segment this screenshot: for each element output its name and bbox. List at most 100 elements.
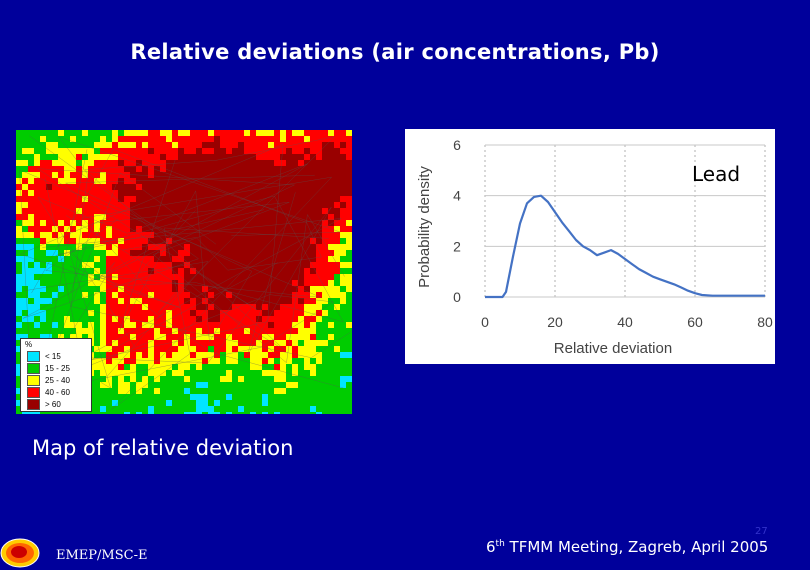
- map-cell: [106, 256, 112, 262]
- map-cell: [178, 256, 184, 262]
- map-cell: [22, 142, 28, 148]
- map-cell: [328, 316, 334, 322]
- map-cell: [202, 184, 208, 190]
- map-cell: [280, 370, 286, 376]
- map-cell: [286, 250, 292, 256]
- map-cell: [52, 292, 58, 298]
- map-cell: [256, 238, 262, 244]
- map-cell: [190, 160, 196, 166]
- map-cell: [280, 172, 286, 178]
- map-cell: [346, 220, 352, 226]
- map-cell: [334, 256, 340, 262]
- map-cell: [76, 322, 82, 328]
- map-cell: [166, 382, 172, 388]
- map-cell: [142, 328, 148, 334]
- map-cell: [142, 268, 148, 274]
- map-cell: [346, 130, 352, 136]
- map-cell: [346, 280, 352, 286]
- map-cell: [112, 226, 118, 232]
- map-cell: [256, 130, 262, 136]
- map-cell: [184, 208, 190, 214]
- map-cell: [28, 232, 34, 238]
- map-cell: [190, 172, 196, 178]
- map-cell: [106, 148, 112, 154]
- map-cell: [256, 172, 262, 178]
- map-cell: [118, 394, 124, 400]
- map-cell: [94, 262, 100, 268]
- map-cell: [118, 382, 124, 388]
- map-cell: [154, 166, 160, 172]
- map-cell: [64, 184, 70, 190]
- map-cell: [280, 334, 286, 340]
- map-cell: [226, 298, 232, 304]
- map-cell: [334, 316, 340, 322]
- map-cell: [310, 130, 316, 136]
- map-cell: [172, 172, 178, 178]
- map-cell: [250, 166, 256, 172]
- map-cell: [202, 268, 208, 274]
- map-cell: [304, 136, 310, 142]
- map-cell: [262, 244, 268, 250]
- map-cell: [22, 238, 28, 244]
- map-cell: [226, 262, 232, 268]
- map-cell: [316, 232, 322, 238]
- map-cell: [202, 358, 208, 364]
- map-cell: [298, 328, 304, 334]
- map-cell: [64, 412, 70, 414]
- map-cell: [112, 388, 118, 394]
- map-cell: [322, 172, 328, 178]
- map-cell: [106, 178, 112, 184]
- map-cell: [250, 136, 256, 142]
- map-cell: [286, 352, 292, 358]
- map-cell: [52, 172, 58, 178]
- map-cell: [250, 178, 256, 184]
- map-cell: [142, 286, 148, 292]
- map-cell: [154, 364, 160, 370]
- map-cell: [328, 214, 334, 220]
- map-cell: [328, 358, 334, 364]
- map-cell: [292, 130, 298, 136]
- map-cell: [136, 394, 142, 400]
- legend-item: 40 - 60: [27, 387, 70, 398]
- map-cell: [64, 256, 70, 262]
- map-cell: [142, 406, 148, 412]
- map-cell: [112, 214, 118, 220]
- map-cell: [322, 136, 328, 142]
- map-cell: [124, 154, 130, 160]
- map-cell: [244, 160, 250, 166]
- map-cell: [340, 388, 346, 394]
- map-cell: [88, 154, 94, 160]
- map-cell: [274, 376, 280, 382]
- map-cell: [268, 328, 274, 334]
- map-cell: [214, 202, 220, 208]
- map-cell: [286, 304, 292, 310]
- map-cell: [160, 328, 166, 334]
- map-cell: [244, 400, 250, 406]
- map-cell: [94, 184, 100, 190]
- map-cell: [346, 154, 352, 160]
- map-cell: [16, 154, 22, 160]
- map-cell: [334, 310, 340, 316]
- map-cell: [166, 394, 172, 400]
- map-cell: [340, 214, 346, 220]
- map-cell: [328, 322, 334, 328]
- map-cell: [106, 220, 112, 226]
- map-cell: [172, 292, 178, 298]
- map-cell: [166, 274, 172, 280]
- map-cell: [322, 364, 328, 370]
- map-cell: [268, 274, 274, 280]
- map-cell: [298, 352, 304, 358]
- map-cell: [154, 388, 160, 394]
- map-cell: [136, 412, 142, 414]
- map-cell: [268, 244, 274, 250]
- map-cell: [214, 406, 220, 412]
- map-cell: [280, 400, 286, 406]
- map-cell: [190, 196, 196, 202]
- map-cell: [286, 226, 292, 232]
- map-cell: [202, 172, 208, 178]
- map-cell: [328, 274, 334, 280]
- map-cell: [298, 376, 304, 382]
- map-cell: [22, 232, 28, 238]
- map-cell: [130, 406, 136, 412]
- map-cell: [310, 310, 316, 316]
